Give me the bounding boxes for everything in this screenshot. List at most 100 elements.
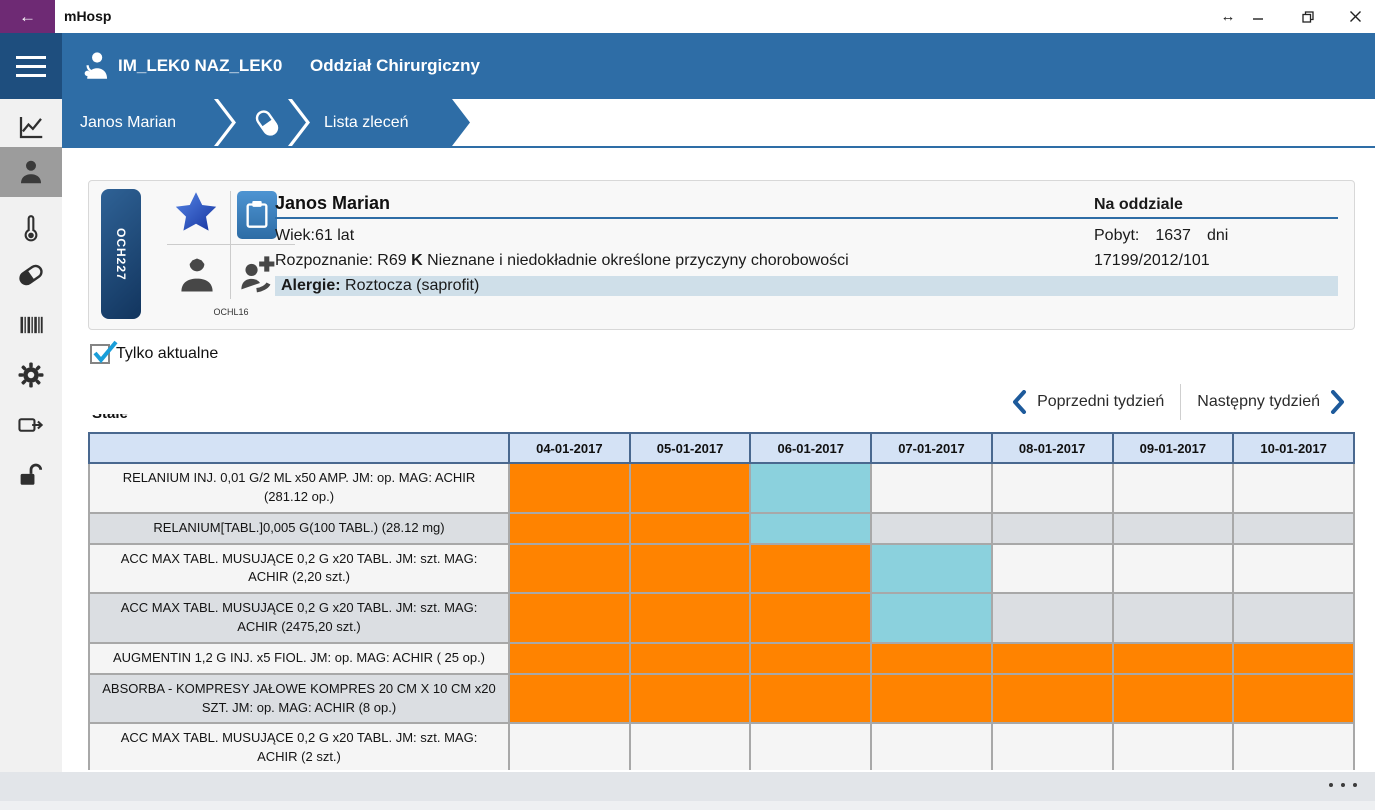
star-icon	[175, 192, 217, 231]
medication-name[interactable]: RELANIUM[TABL.]0,005 G(100 TABL.) (28.12…	[88, 511, 510, 545]
schedule-cell[interactable]	[628, 722, 752, 770]
sidebar-item-chart[interactable]	[0, 105, 62, 149]
schedule-cell[interactable]	[749, 542, 873, 595]
schedule-cell[interactable]	[508, 641, 631, 675]
clipboard-button[interactable]	[237, 191, 277, 239]
schedule-cell[interactable]	[628, 511, 752, 545]
restore-icon	[1302, 10, 1314, 23]
schedule-cell[interactable]	[870, 672, 993, 725]
schedule-cell[interactable]	[1232, 542, 1355, 595]
schedule-cell[interactable]	[508, 462, 631, 514]
schedule-cell[interactable]	[628, 542, 752, 595]
schedule-cell[interactable]	[990, 592, 1114, 644]
close-button[interactable]	[1340, 0, 1370, 33]
schedule-cell[interactable]	[1232, 511, 1355, 545]
restore-button[interactable]	[1293, 0, 1323, 33]
schedule-cell[interactable]	[1111, 672, 1235, 725]
schedule-cell[interactable]	[1232, 722, 1355, 770]
schedule-cell[interactable]	[508, 592, 631, 644]
schedule-cell[interactable]	[749, 672, 873, 725]
medication-name[interactable]: ABSORBA - KOMPRESY JAŁOWE KOMPRES 20 CM …	[88, 672, 510, 725]
app-header: IM_LEK0 NAZ_LEK0 Oddział Chirurgiczny	[0, 33, 1375, 99]
sidebar-item-transfer[interactable]	[0, 403, 62, 447]
resize-button[interactable]: ↔	[1213, 0, 1243, 33]
schedule-cell[interactable]	[870, 542, 993, 595]
schedule-cell[interactable]	[870, 462, 993, 514]
menu-button[interactable]	[0, 33, 62, 99]
date-column-header: 04-01-2017	[508, 432, 631, 464]
patient-info: Janos Marian Na oddziale Wiek:61 lat Pob…	[275, 193, 1338, 296]
schedule-cell[interactable]	[508, 672, 631, 725]
more-button[interactable]	[1329, 783, 1357, 787]
clipboard-icon	[246, 201, 268, 228]
schedule-cell[interactable]	[1232, 462, 1355, 514]
check-icon	[93, 340, 118, 364]
only-current-filter[interactable]: Tylko aktualne	[90, 340, 218, 364]
patient-profile-button[interactable]	[169, 249, 225, 301]
breadcrumb-patient[interactable]: Janos Marian	[62, 99, 232, 146]
schedule-cell[interactable]	[508, 542, 631, 595]
schedule-cell[interactable]	[990, 722, 1114, 770]
medication-name[interactable]: RELANIUM INJ. 0,01 G/2 ML x50 AMP. JM: o…	[88, 462, 510, 514]
schedule-cell[interactable]	[749, 641, 873, 675]
schedule-cell[interactable]	[990, 511, 1114, 545]
schedule-cell[interactable]	[870, 592, 993, 644]
schedule-cell[interactable]	[990, 641, 1114, 675]
patient-age: Wiek:61 lat	[275, 227, 355, 244]
schedule-cell[interactable]	[628, 641, 752, 675]
schedule-cell[interactable]	[749, 592, 873, 644]
schedule-cell[interactable]	[749, 462, 873, 514]
medication-row: ABSORBA - KOMPRESY JAŁOWE KOMPRES 20 CM …	[88, 672, 1355, 725]
schedule-cell[interactable]	[990, 462, 1114, 514]
schedule-cell[interactable]	[1111, 592, 1235, 644]
back-button[interactable]: ←	[0, 0, 55, 33]
pill-icon	[19, 264, 43, 286]
main-content: OCH227	[62, 148, 1375, 772]
minimize-button[interactable]	[1243, 0, 1273, 33]
schedule-cell[interactable]	[1111, 722, 1235, 770]
room-code-tab[interactable]: OCH227	[101, 189, 141, 319]
medication-name[interactable]: ACC MAX TABL. MUSUJĄCE 0,2 G x20 TABL. J…	[88, 592, 510, 644]
schedule-cell[interactable]	[1232, 592, 1355, 644]
sidebar-item-temperature[interactable]	[0, 207, 62, 251]
schedule-cell[interactable]	[508, 511, 631, 545]
breadcrumb: Janos Marian Lista zleceń	[62, 99, 1375, 148]
schedule-cell[interactable]	[1111, 462, 1235, 514]
breadcrumb-current-page[interactable]: Lista zleceń	[292, 99, 470, 146]
schedule-cell[interactable]	[1111, 542, 1235, 595]
section-label-clipped: Stałe	[92, 414, 128, 424]
only-current-checkbox[interactable]	[90, 340, 118, 364]
previous-week-button[interactable]: Poprzedni tydzień	[1012, 390, 1164, 414]
schedule-cell[interactable]	[628, 462, 752, 514]
next-week-button[interactable]: Następny tydzień	[1197, 390, 1345, 414]
sidebar-item-medications[interactable]	[0, 253, 62, 297]
medication-name[interactable]: ACC MAX TABL. MUSUJĄCE 0,2 G x20 TABL. J…	[88, 542, 510, 595]
schedule-cell[interactable]	[749, 511, 873, 545]
schedule-cell[interactable]	[1232, 641, 1355, 675]
schedule-cell[interactable]	[1111, 511, 1235, 545]
add-person-button[interactable]	[235, 247, 285, 303]
schedule-cell[interactable]	[870, 641, 993, 675]
schedule-cell[interactable]	[508, 722, 631, 770]
sidebar-item-patient[interactable]	[0, 147, 62, 197]
schedule-cell[interactable]	[628, 672, 752, 725]
sidebar-item-unlock[interactable]	[0, 453, 62, 497]
schedule-cell[interactable]	[1232, 672, 1355, 725]
schedule-cell[interactable]	[870, 722, 993, 770]
medication-name[interactable]: AUGMENTIN 1,2 G INJ. x5 FIOL. JM: op. MA…	[88, 641, 510, 675]
schedule-cell[interactable]	[1111, 641, 1235, 675]
schedule-cell[interactable]	[628, 592, 752, 644]
chevron-right-icon	[1331, 390, 1344, 414]
schedule-cell[interactable]	[990, 672, 1114, 725]
resize-icon: ↔	[1220, 8, 1236, 25]
sidebar-item-settings[interactable]	[0, 353, 62, 397]
favorite-button[interactable]	[167, 187, 225, 239]
schedule-cell[interactable]	[990, 542, 1114, 595]
schedule-cell[interactable]	[749, 722, 873, 770]
schedule-cell[interactable]	[870, 511, 993, 545]
ward-status: Na oddziale	[1094, 196, 1183, 213]
sidebar-item-barcode[interactable]	[0, 303, 62, 347]
divider	[1180, 384, 1182, 420]
medication-name[interactable]: ACC MAX TABL. MUSUJĄCE 0,2 G x20 TABL. J…	[88, 722, 510, 770]
date-column-header: 09-01-2017	[1111, 432, 1235, 464]
